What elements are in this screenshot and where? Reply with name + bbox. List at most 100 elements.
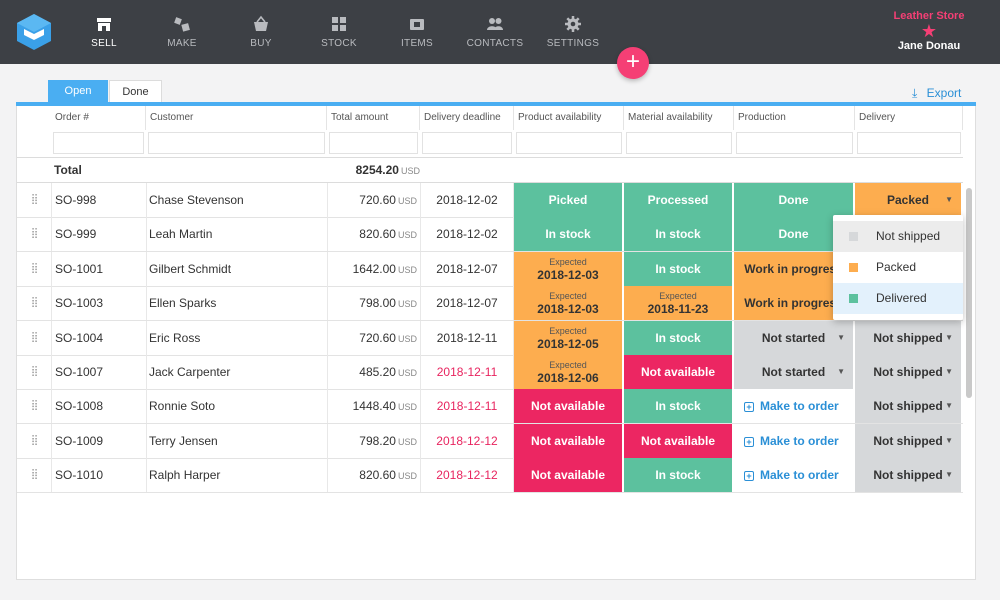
delivery-status-select[interactable]: Not shipped ▼ [855,355,963,389]
tab-done[interactable]: Done [109,80,162,103]
table-row[interactable]: ⣿ SO-1007 Jack Carpenter 485.20 USD 2018-12-1… [17,355,963,390]
customer-name: Gilbert Schmidt [146,251,327,286]
table-row[interactable]: ⣿ SO-1008 Ronnie Soto 1448.40 USD 2018-12-11 N… [17,389,963,425]
make-to-order-button[interactable]: + Make to order [734,389,855,424]
nav-label: SELL [91,38,117,49]
tab-open[interactable]: Open [48,80,108,103]
contacts-icon [486,15,504,33]
table-row[interactable]: ⣿ SO-1009 Terry Jensen 798.20 USD 2018-12-12 N… [17,423,963,459]
export-button[interactable]: ⤓ Export [912,86,961,101]
column-filter-input[interactable] [148,132,325,154]
order-number[interactable]: SO-998 [51,183,146,217]
column-header[interactable]: Material availability [624,106,734,130]
filter-cell [148,132,325,154]
drag-handle-icon[interactable]: ⣿ [30,400,38,412]
filter-cell [422,132,512,154]
order-number[interactable]: SO-1004 [51,320,146,355]
download-icon: ⤓ [912,86,918,100]
nav-buy[interactable]: BUY [216,0,306,64]
nav-label: STOCK [321,38,357,49]
customer-name: Ralph Harper [146,458,327,493]
nav-make[interactable]: MAKE [137,0,227,64]
delivery-status-select[interactable]: Not shipped ▼ [855,423,963,458]
column-header[interactable]: Product availability [514,106,624,130]
column-filter-input[interactable] [516,132,622,154]
order-number[interactable]: SO-1009 [51,423,146,458]
material-availability-status: Processed [624,183,734,217]
nav-items[interactable]: ITEMS [372,0,462,64]
basket-icon [252,15,270,33]
column-filter-input[interactable] [626,132,732,154]
filter-cell [857,132,961,154]
nav-contacts[interactable]: CONTACTS [450,0,540,64]
star-icon: ★ [920,21,938,41]
product-availability-status: In stock [514,217,624,252]
make-to-order-button[interactable]: + Make to order [734,458,855,493]
column-header[interactable]: Delivery [855,106,963,130]
add-button[interactable]: + [617,47,649,79]
dropdown-option[interactable]: Not shipped [833,221,963,252]
dropdown-option-label: Not shipped [876,229,941,243]
delivery-status-select[interactable]: Packed ▼ [855,183,963,217]
table-row[interactable]: ⣿ SO-1001 Gilbert Schmidt 1642.00 USD 2018-12… [17,251,963,287]
column-filter-input[interactable] [422,132,512,154]
column-header[interactable]: Total amount [327,106,420,130]
drag-handle-icon[interactable]: ⣿ [30,228,38,240]
delivery-deadline: 2018-12-11 [420,320,514,355]
drag-handle-icon[interactable]: ⣿ [30,331,38,343]
column-filter-input[interactable] [736,132,853,154]
store-info[interactable]: Leather Store ★ Jane Donau [874,10,984,52]
app-logo-icon[interactable] [16,13,52,51]
material-availability-status: In stock [624,389,734,424]
delivery-status-select[interactable]: Not shipped ▼ [855,458,963,493]
dropdown-option[interactable]: Packed [833,252,963,283]
table-row[interactable]: ⣿ SO-998 Chase Stevenson 720.60 USD 2018-12-0… [17,183,963,218]
column-header[interactable]: Customer [146,106,327,130]
make-to-order-button[interactable]: + Make to order [734,423,855,458]
order-number[interactable]: SO-1003 [51,286,146,321]
total-amount: 820.60 USD [327,458,420,493]
color-swatch-icon [849,232,858,241]
drag-handle-icon[interactable]: ⣿ [30,469,38,481]
order-number[interactable]: SO-1010 [51,458,146,493]
delivery-deadline: 2018-12-02 [420,217,514,252]
drag-handle-icon[interactable]: ⣿ [30,262,38,274]
chevron-down-icon: ▼ [945,401,953,411]
drag-handle-icon[interactable]: ⣿ [30,194,38,205]
production-status-select[interactable]: Not started ▼ [734,355,855,389]
delivery-status-select[interactable]: Not shipped ▼ [855,389,963,424]
product-availability-status: Expected 2018-12-05 [514,320,624,355]
column-filter-input[interactable] [857,132,961,154]
drag-handle-icon[interactable]: ⣿ [30,434,38,446]
dropdown-option-label: Delivered [876,291,927,305]
order-number[interactable]: SO-999 [51,217,146,252]
dropdown-option[interactable]: Delivered [833,283,963,314]
table-row[interactable]: ⣿ SO-1010 Ralph Harper 820.60 USD 2018-12-12 N… [17,458,963,494]
color-swatch-icon [849,294,858,303]
column-header[interactable]: Delivery deadline [420,106,514,130]
delivery-status-select[interactable]: Not shipped ▼ [855,320,963,355]
production-status-select[interactable]: Not started ▼ [734,320,855,355]
table-row[interactable]: ⣿ SO-1004 Eric Ross 720.60 USD 2018-12-11 Expe… [17,320,963,356]
order-number[interactable]: SO-1001 [51,251,146,286]
production-status[interactable]: Done [734,183,855,217]
nav-stock[interactable]: STOCK [294,0,384,64]
nav-settings[interactable]: SETTINGS [528,0,618,64]
top-navigation: SELL MAKE BUY STOCK ITEMS CONTACTS SETTINGS Le… [0,0,1000,64]
drag-handle-icon[interactable]: ⣿ [30,297,38,309]
chevron-down-icon: ▼ [837,367,845,376]
table-row[interactable]: ⣿ SO-999 Leah Martin 820.60 USD 2018-12-02 In … [17,217,963,253]
order-number[interactable]: SO-1007 [51,355,146,389]
add-square-icon: + [744,402,754,413]
scrollbar-thumb[interactable] [966,188,972,398]
column-header[interactable]: Production [734,106,855,130]
filter-cell [329,132,418,154]
column-header[interactable]: Order # [51,106,146,130]
order-number[interactable]: SO-1008 [51,389,146,424]
table-row[interactable]: ⣿ SO-1003 Ellen Sparks 798.00 USD 2018-12-07 E… [17,286,963,322]
export-label: Export [926,86,962,100]
column-filter-input[interactable] [53,132,144,154]
drag-handle-icon[interactable]: ⣿ [30,366,38,377]
column-filter-input[interactable] [329,132,418,154]
nav-sell[interactable]: SELL [59,0,149,64]
